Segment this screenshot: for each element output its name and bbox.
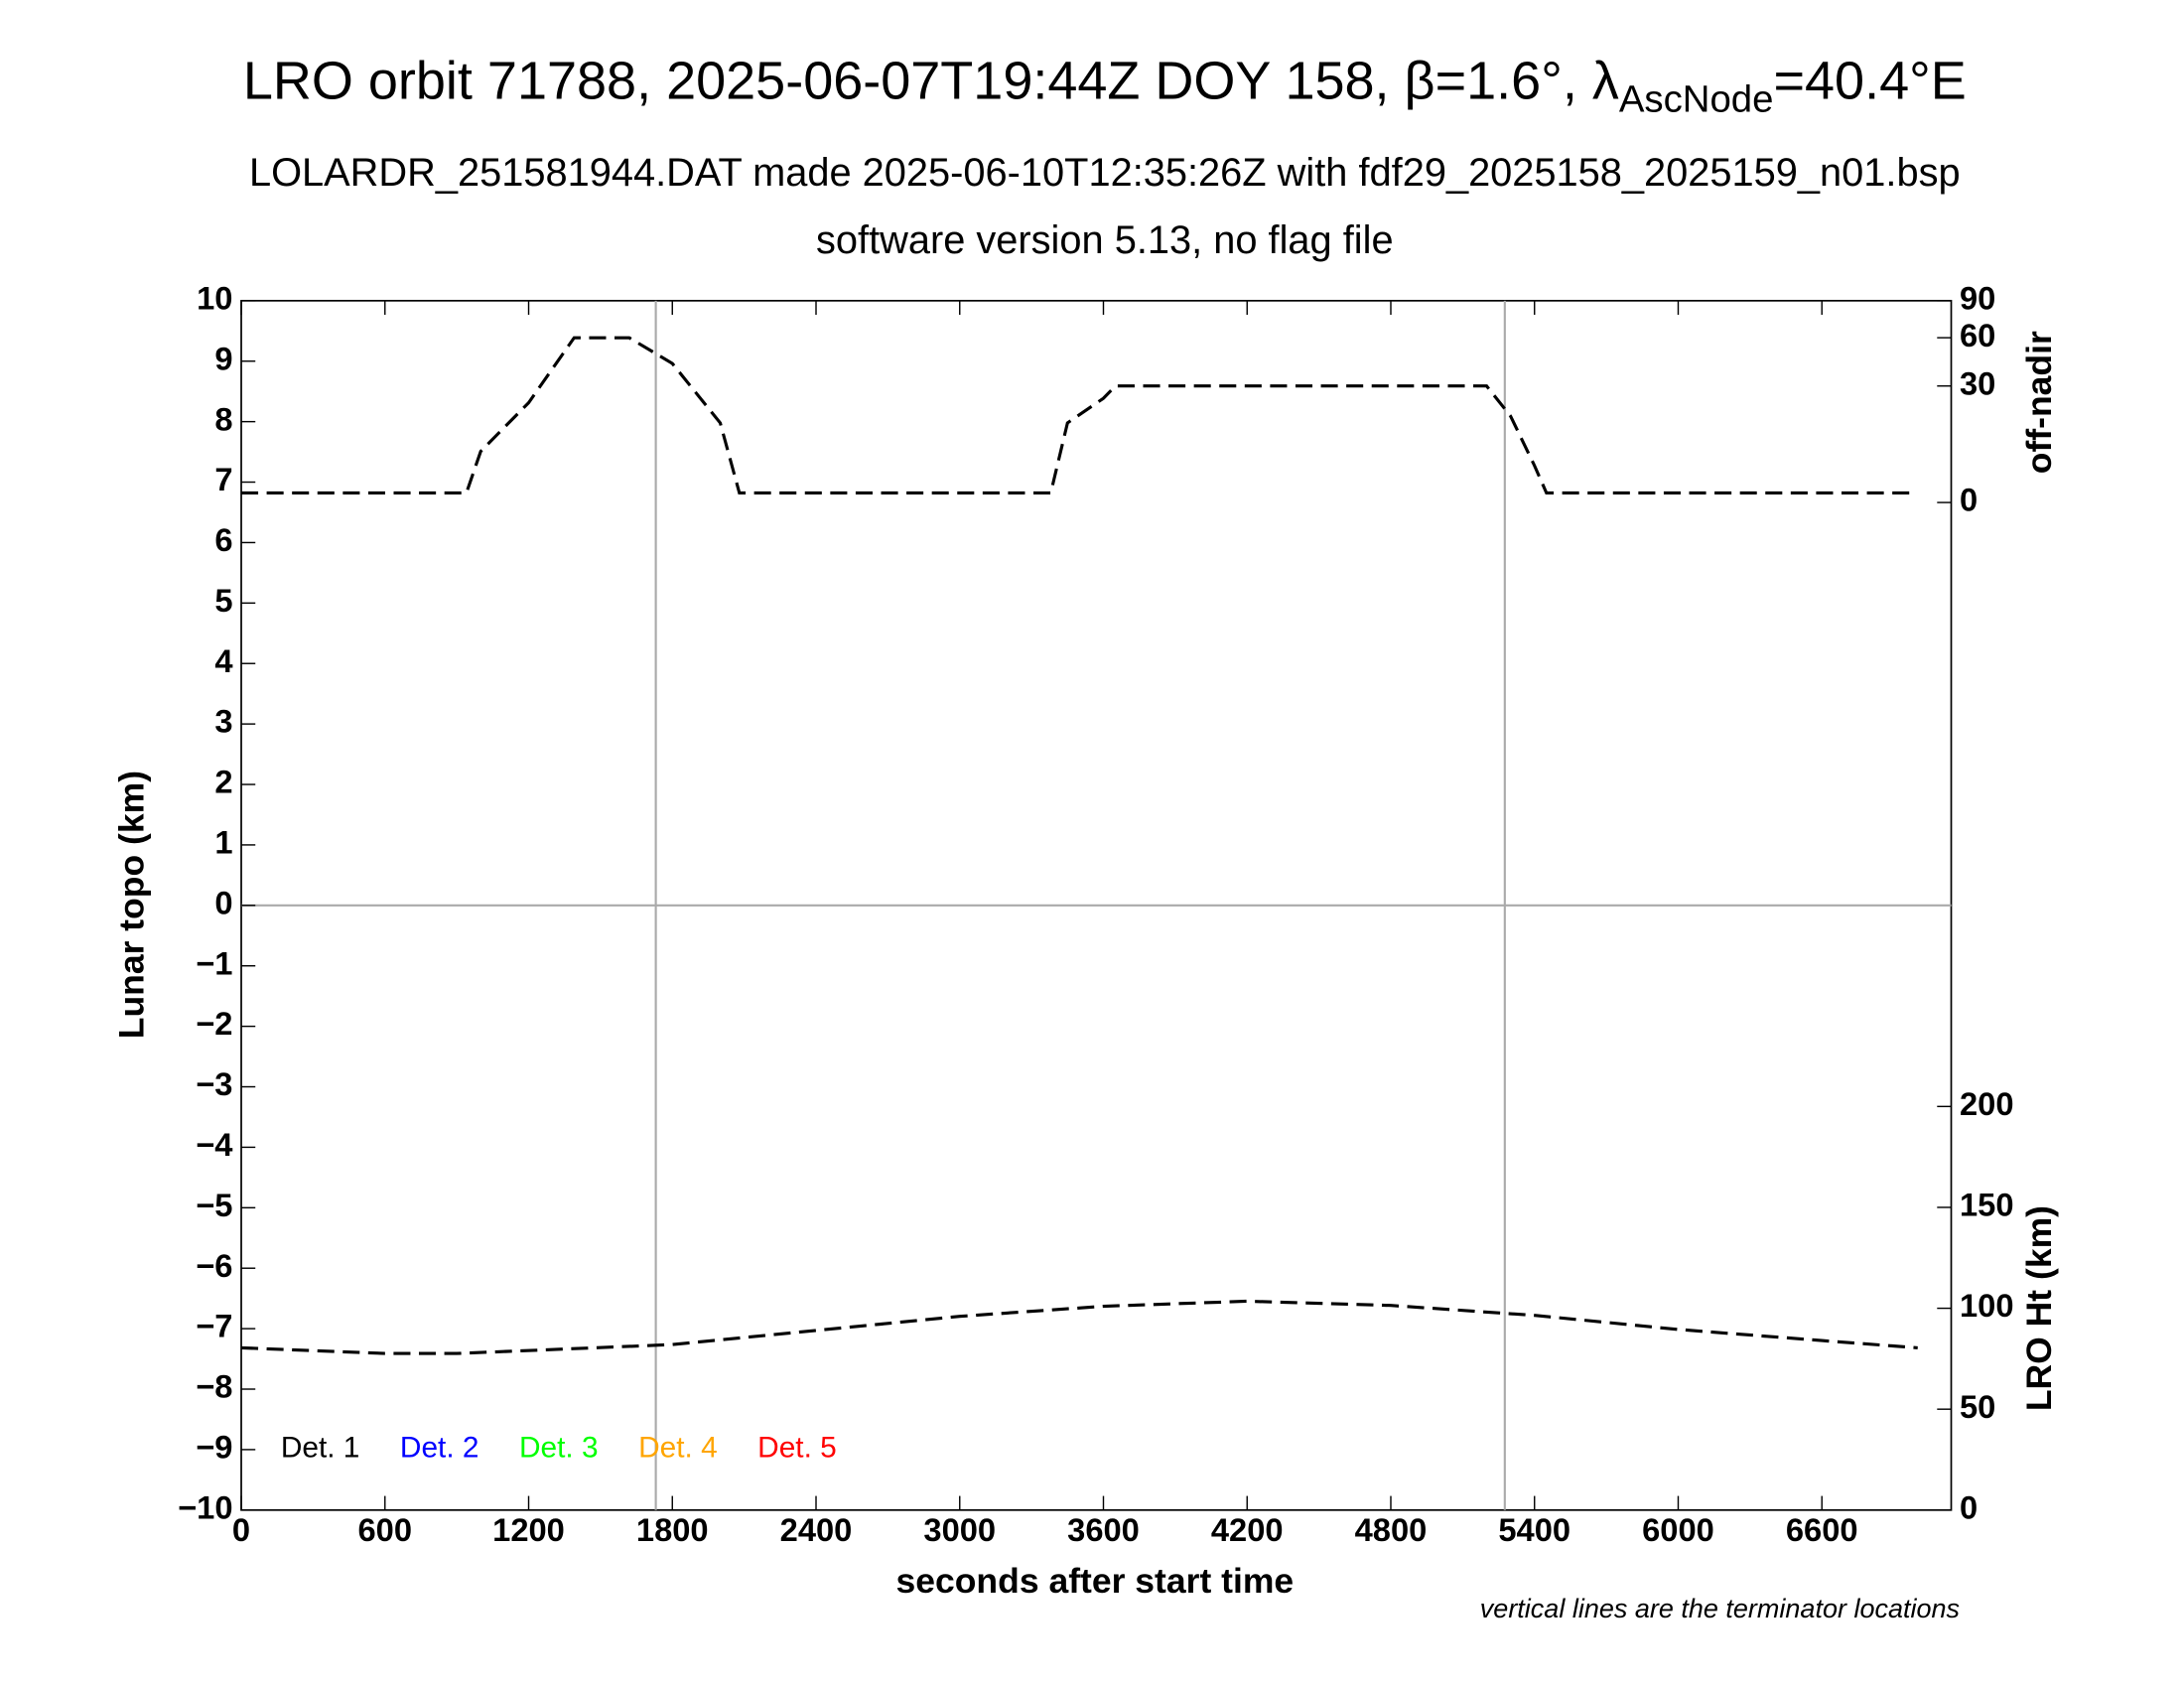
y-tick-label: 6 (214, 521, 232, 558)
y-tick-label: −7 (196, 1308, 232, 1344)
y2-tick-label: 30 (1960, 364, 1995, 401)
y-axis-label: Lunar topo (km) (111, 771, 151, 1039)
y-tick-label: −8 (196, 1368, 232, 1405)
y-tick-label: −3 (196, 1065, 232, 1102)
y-tick-label: 4 (214, 642, 232, 679)
chart-title: LRO orbit 71788, 2025-06-07T19:44Z DOY 1… (243, 52, 1967, 121)
x-tick-label: 1200 (492, 1511, 565, 1548)
title-main: LRO orbit 71788, 2025-06-07T19:44Z DOY 1… (243, 52, 1619, 111)
subtitle: software version 5.13, no flag file (816, 218, 1394, 262)
y-tick-label: 1 (214, 824, 232, 861)
y-tick-label: −9 (196, 1429, 232, 1466)
y-tick-label: 5 (214, 582, 232, 619)
x-tick-label: 0 (232, 1511, 250, 1548)
legend-entry: Det. 1 (281, 1432, 360, 1465)
y-tick-label: 2 (214, 764, 232, 800)
series-line (241, 336, 1918, 495)
y-tick-label: −4 (196, 1126, 232, 1163)
title-tail: =40.4°E (1773, 52, 1966, 111)
y-tick-label: 8 (214, 400, 232, 437)
legend-entry: Det. 5 (757, 1432, 837, 1465)
y3-tick-label: 50 (1960, 1388, 1995, 1425)
subtitle: LOLARDR_251581944.DAT made 2025-06-10T12… (249, 151, 1961, 195)
y-tick-label: 10 (197, 279, 232, 316)
x-tick-label: 1800 (636, 1511, 709, 1548)
y-tick-label: 3 (214, 703, 232, 740)
x-tick-label: 4200 (1211, 1511, 1284, 1548)
x-tick-label: 6000 (1642, 1511, 1714, 1548)
x-tick-label: 600 (358, 1511, 413, 1548)
y-tick-label: 9 (214, 340, 232, 376)
x-tick-label: 5400 (1498, 1511, 1570, 1548)
legend-entry: Det. 3 (519, 1432, 599, 1465)
title-sub: AscNode (1619, 78, 1774, 121)
y3-tick-label: 150 (1960, 1187, 2014, 1223)
x-tick-label: 3000 (923, 1511, 996, 1548)
legend-entry: Det. 2 (400, 1432, 479, 1465)
x-tick-label: 2400 (780, 1511, 853, 1548)
y2-tick-label: 90 (1960, 279, 1995, 316)
y-tick-label: 0 (214, 884, 232, 920)
y-tick-label: 7 (214, 461, 232, 497)
y-tick-label: −10 (178, 1488, 232, 1525)
y3-axis-label: LRO Ht (km) (2019, 1205, 2059, 1411)
x-tick-label: 3600 (1067, 1511, 1140, 1548)
x-tick-label: 6600 (1786, 1511, 1858, 1548)
y-tick-label: −2 (196, 1005, 232, 1042)
y-tick-label: −6 (196, 1247, 232, 1284)
y2-tick-label: 60 (1960, 317, 1995, 353)
y3-tick-label: 200 (1960, 1085, 2014, 1122)
x-axis-label: seconds after start time (895, 1561, 1294, 1601)
y2-tick-label: 0 (1960, 482, 1978, 518)
note: vertical lines are the terminator locati… (1480, 1594, 1960, 1623)
y3-tick-label: 100 (1960, 1287, 2014, 1324)
y2-axis-label: off-nadir (2019, 331, 2059, 474)
y-tick-label: −5 (196, 1187, 232, 1223)
y3-tick-label: 0 (1960, 1488, 1978, 1525)
legend-entry: Det. 4 (638, 1432, 718, 1465)
series-line (240, 1299, 1918, 1355)
x-tick-label: 4800 (1355, 1511, 1428, 1548)
y-tick-label: −1 (196, 944, 232, 981)
